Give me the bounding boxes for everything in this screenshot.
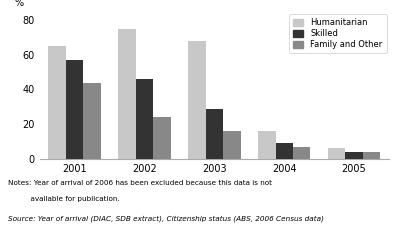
Bar [258,131,276,159]
Text: available for publication.: available for publication. [8,196,119,202]
Bar [66,60,83,159]
Bar [223,131,241,159]
Bar [153,117,171,159]
Bar [363,152,380,159]
Bar [328,148,345,159]
Bar [136,79,153,159]
Bar [83,83,101,159]
Text: Source: Year of arrival (DIAC, SDB extract), Citizenship status (ABS, 2006 Censu: Source: Year of arrival (DIAC, SDB extra… [8,215,324,222]
Bar [188,41,206,159]
Bar [293,147,310,159]
Text: Notes: Year of arrival of 2006 has been excluded because this data is not: Notes: Year of arrival of 2006 has been … [8,180,272,186]
Bar [48,46,66,159]
Legend: Humanitarian, Skilled, Family and Other: Humanitarian, Skilled, Family and Other [289,14,387,53]
Bar [118,29,136,159]
Bar [345,152,363,159]
Y-axis label: %: % [14,0,23,8]
Bar [206,109,223,159]
Bar [276,143,293,159]
